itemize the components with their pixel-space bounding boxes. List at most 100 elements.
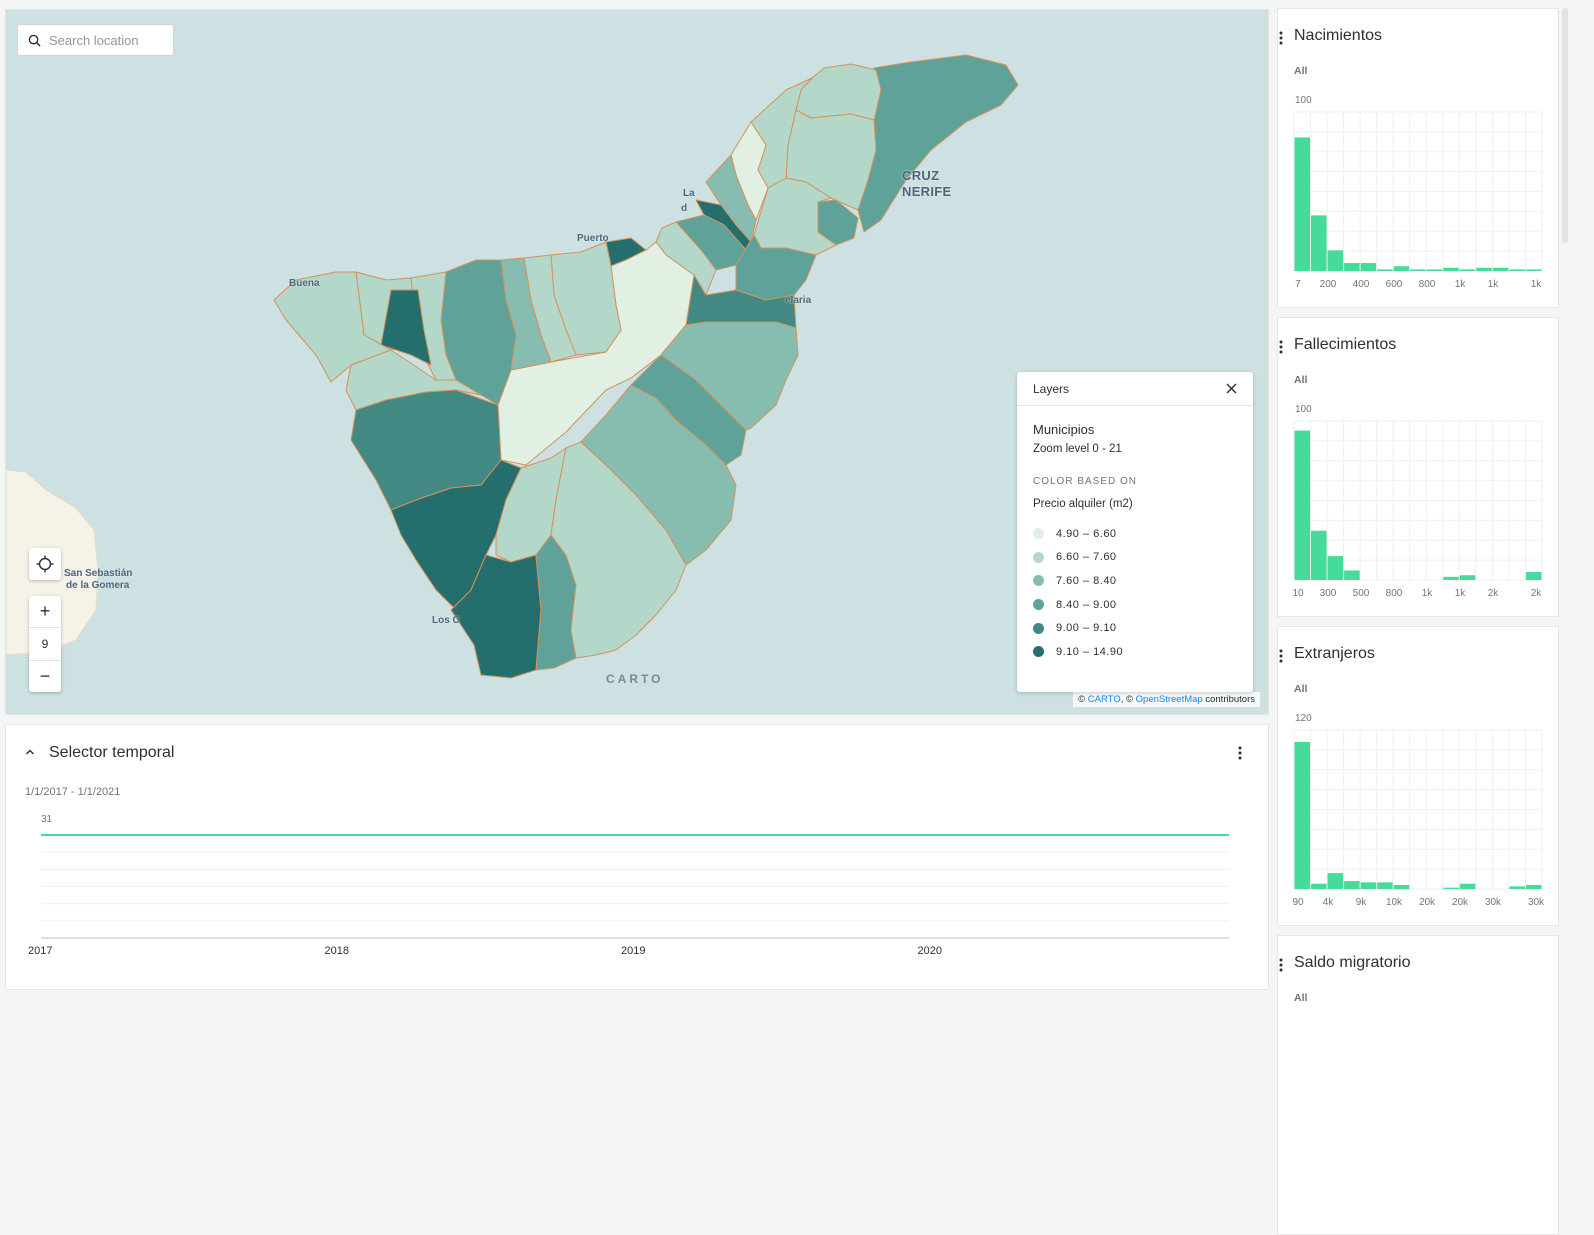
x-tick-label: 10k: [1386, 897, 1403, 908]
chevron-up-icon[interactable]: [25, 747, 35, 757]
histogram-bar[interactable]: [1393, 885, 1410, 889]
x-tick-label: 2k: [1531, 588, 1543, 599]
histogram-bar[interactable]: [1344, 570, 1360, 580]
legend-item: 4.90 – 6.60: [1033, 522, 1237, 546]
histogram-bar[interactable]: [1443, 576, 1459, 580]
histogram-bar[interactable]: [1476, 267, 1492, 271]
scrollbar[interactable]: [1562, 8, 1568, 243]
attribution-prefix: ©: [1078, 694, 1086, 705]
widget-filter: All: [1294, 65, 1308, 77]
x-tick-label: 400: [1353, 279, 1370, 290]
histogram-bar[interactable]: [1492, 267, 1509, 271]
more-vertical-icon[interactable]: [1278, 648, 1284, 664]
zoom-control: + 9 −: [29, 596, 61, 692]
legend-label: 4.90 – 6.60: [1056, 527, 1117, 540]
map-place-label: d: [681, 203, 688, 214]
histogram-bar[interactable]: [1327, 873, 1344, 889]
legend-item: 8.40 – 9.00: [1033, 593, 1237, 617]
histogram-bar[interactable]: [1443, 887, 1459, 889]
legend-item: 7.60 – 8.40: [1033, 569, 1237, 593]
histogram-bar[interactable]: [1525, 885, 1542, 889]
crosshair-icon: [36, 555, 54, 573]
x-tick-label: 800: [1419, 279, 1436, 290]
more-vertical-icon[interactable]: [1278, 957, 1284, 973]
histogram-bar[interactable]: [1311, 530, 1327, 580]
histogram-bar[interactable]: [1360, 263, 1377, 271]
histogram-bar[interactable]: [1509, 886, 1525, 889]
legend-label: 6.60 – 7.60: [1056, 551, 1117, 564]
x-tick-label: 30k: [1528, 897, 1545, 908]
histogram-bar[interactable]: [1459, 883, 1476, 889]
histogram-bar[interactable]: [1509, 269, 1525, 271]
histogram-bar[interactable]: [1360, 882, 1377, 889]
municipality-28[interactable]: [450, 554, 542, 679]
time-selector-panel: Selector temporal 1/1/2017 - 1/1/2021 31…: [5, 724, 1269, 990]
histogram-bar[interactable]: [1311, 215, 1327, 271]
map-place-label: San Sebastián: [64, 568, 133, 579]
more-vertical-icon[interactable]: [1278, 339, 1284, 355]
close-icon[interactable]: [1226, 383, 1237, 394]
municipality-7[interactable]: [753, 177, 837, 256]
x-tick-label: 1k: [1488, 279, 1500, 290]
more-vertical-icon[interactable]: [1237, 745, 1243, 761]
histogram-bar[interactable]: [1443, 267, 1459, 271]
histogram-bar[interactable]: [1459, 269, 1476, 271]
zoom-in-button[interactable]: +: [39, 601, 51, 622]
x-tick-label: 1k: [1455, 588, 1467, 599]
municipality-1[interactable]: [857, 54, 1019, 233]
x-tick-label: 800: [1386, 588, 1403, 599]
histogram-bar[interactable]: [1311, 883, 1327, 889]
widget-filter: All: [1294, 374, 1308, 386]
osm-link[interactable]: OpenStreetMap: [1135, 694, 1203, 705]
time-axis-tick: 2017: [28, 945, 52, 957]
histogram-bar[interactable]: [1525, 572, 1542, 580]
widget-card: Nacimientos All 100 7 200 400 600 800 1k 1k 1k: [1277, 8, 1559, 308]
y-max-label: 120: [1295, 713, 1312, 724]
municipality-2[interactable]: [795, 63, 882, 121]
search-icon: [28, 34, 41, 47]
legend-label: 7.60 – 8.40: [1056, 574, 1117, 587]
x-tick-label: 10: [1292, 588, 1304, 599]
municipality-15[interactable]: [497, 241, 695, 466]
legend-item: 9.10 – 14.90: [1033, 640, 1237, 664]
histogram-bar[interactable]: [1393, 266, 1410, 271]
search-input[interactable]: [49, 32, 169, 48]
histogram-bar[interactable]: [1294, 430, 1311, 580]
x-tick-label: 2k: [1488, 588, 1500, 599]
histogram-chart[interactable]: 100 7 200 400 600 800 1k 1k 1k: [1278, 89, 1560, 299]
map-place-label: CRUZ: [902, 168, 940, 183]
histogram-bar[interactable]: [1377, 269, 1393, 271]
legend-item: 6.60 – 7.60: [1033, 546, 1237, 570]
x-tick-label: 1k: [1531, 279, 1543, 290]
histogram-bar[interactable]: [1377, 882, 1393, 889]
time-chart[interactable]: 2017 2018 2019 2020: [6, 725, 1270, 991]
legend-swatch: [1033, 575, 1044, 587]
widget-title: Nacimientos: [1294, 27, 1383, 44]
histogram-bar[interactable]: [1426, 269, 1443, 271]
histogram-chart[interactable]: 120 90 4k 9k 10k 20k 20k 30k 30k: [1278, 707, 1560, 917]
locate-button[interactable]: [29, 548, 61, 580]
histogram-bar[interactable]: [1410, 269, 1426, 271]
histogram-bar[interactable]: [1459, 575, 1476, 580]
histogram-chart[interactable]: 100 10 300 500 800 1k 1k 2k 2k: [1278, 398, 1560, 608]
layers-title: Layers: [1033, 381, 1070, 396]
more-vertical-icon[interactable]: [1278, 30, 1284, 46]
histogram-bar[interactable]: [1327, 556, 1344, 580]
histogram-bar[interactable]: [1344, 263, 1360, 271]
widget-filter: All: [1294, 992, 1308, 1004]
histogram-bar[interactable]: [1344, 881, 1360, 889]
municipality-32[interactable]: [630, 354, 747, 466]
histogram-bar[interactable]: [1327, 250, 1344, 271]
zoom-out-button[interactable]: −: [39, 665, 51, 686]
map-place-label: Buena: [289, 278, 320, 289]
search-box[interactable]: [17, 24, 174, 56]
carto-link[interactable]: CARTO: [1087, 694, 1121, 705]
histogram-bar[interactable]: [1294, 741, 1311, 889]
municipality-33[interactable]: [660, 321, 799, 431]
histogram-bar[interactable]: [1525, 269, 1542, 271]
map-canvas[interactable]: [6, 10, 1269, 715]
histogram-bar[interactable]: [1294, 137, 1311, 271]
x-tick-label: 600: [1386, 279, 1403, 290]
widget-title: Saldo migratorio: [1294, 954, 1411, 971]
